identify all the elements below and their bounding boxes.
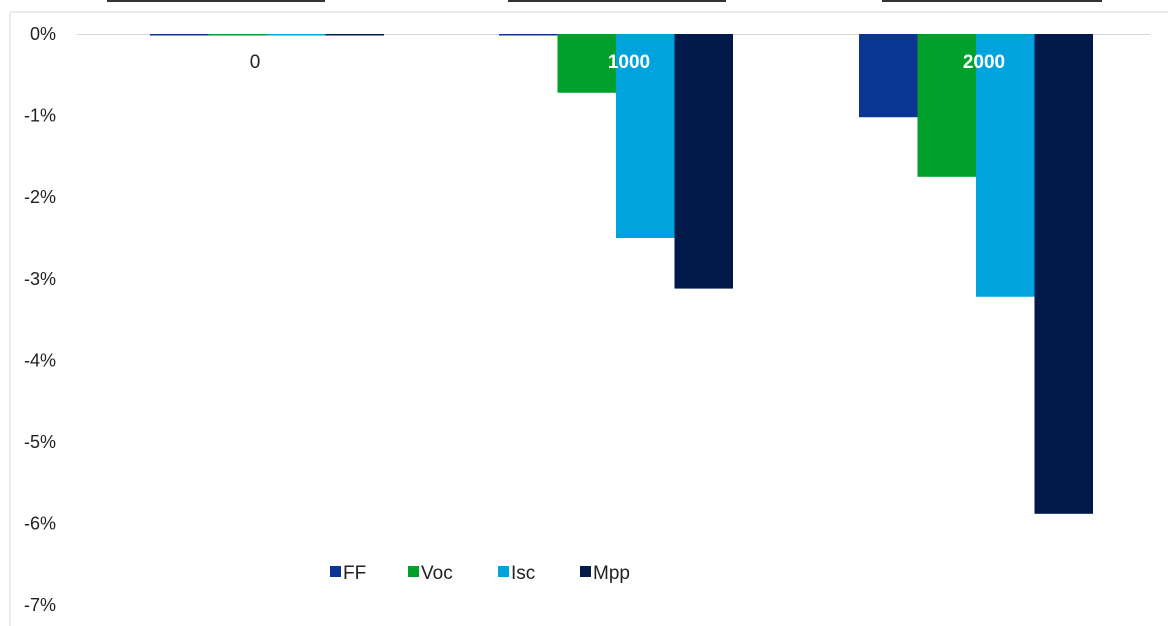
bar-ff-2000 (859, 34, 918, 118)
category-label: 0 (250, 52, 261, 73)
category-label: 2000 (963, 52, 1005, 73)
y-tick-label: -1% (24, 106, 56, 126)
y-tick-label: 0% (30, 24, 56, 44)
legend-label: Voc (421, 563, 453, 584)
legend-swatch (498, 566, 509, 577)
bar-ff-1000 (499, 34, 558, 36)
bar-isc-1000 (616, 34, 675, 238)
bar-mpp-2000 (1034, 34, 1093, 514)
y-axis: 0% -1% -2% -3% -4% -5% -6% -7% (24, 24, 56, 615)
legend-label: Isc (511, 563, 535, 584)
bar-mpp-1000 (674, 34, 733, 289)
bar-mpp-0 (325, 34, 384, 36)
category-labels: 0 1000 2000 (250, 52, 1005, 73)
y-tick-label: -5% (24, 432, 56, 452)
y-tick-label: -2% (24, 187, 56, 207)
bar-ff-0 (150, 34, 209, 36)
top-decorations (107, 0, 1102, 2)
y-tick-label: -7% (24, 595, 56, 615)
legend-label: Mpp (593, 563, 630, 584)
legend-swatch (408, 566, 419, 577)
top-frame-mid (508, 0, 726, 2)
bars (150, 34, 1093, 514)
top-frame-right (882, 0, 1102, 2)
legend-item-ff: FF (330, 563, 366, 584)
bar-voc-1000 (557, 34, 616, 93)
bar-voc-0 (208, 34, 267, 36)
bar-isc-2000 (976, 34, 1035, 297)
legend-item-isc: Isc (498, 563, 535, 584)
y-tick-label: -6% (24, 514, 56, 534)
legend-swatch (330, 566, 341, 577)
legend-swatch (580, 566, 591, 577)
legend: FF Voc Isc Mpp (330, 563, 630, 584)
legend-item-voc: Voc (408, 563, 453, 584)
legend-label: FF (343, 563, 366, 584)
top-frame-left (107, 0, 325, 2)
y-tick-label: -3% (24, 269, 56, 289)
bar-voc-2000 (917, 34, 976, 177)
category-label: 1000 (608, 52, 650, 73)
legend-item-mpp: Mpp (580, 563, 630, 584)
bar-isc-0 (267, 34, 326, 36)
y-tick-label: -4% (24, 350, 56, 370)
